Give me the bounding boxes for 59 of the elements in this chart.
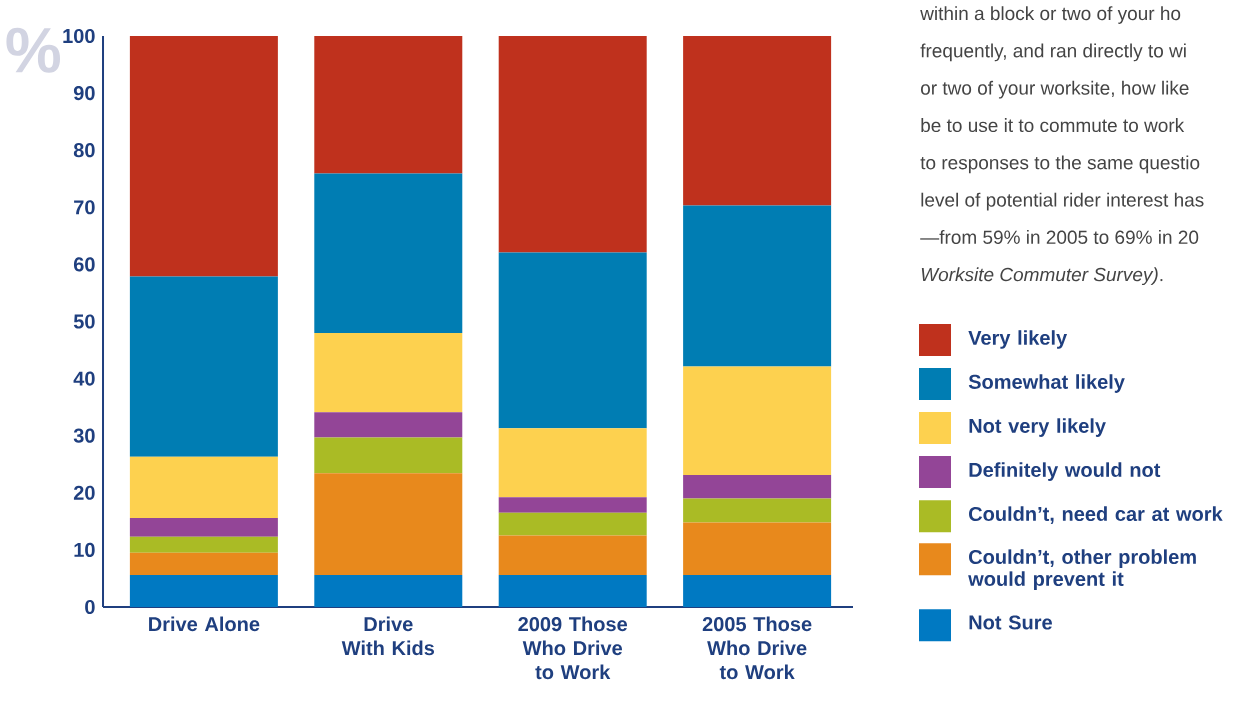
bar [683, 35, 832, 206]
bar [314, 473, 463, 576]
legend-label: Very likely [968, 330, 1068, 349]
text: or two of your worksite, how like [921, 80, 1189, 99]
text: level of potential rider interest has [921, 192, 1204, 211]
y-tick-label: 40 [73, 371, 95, 386]
legend-label: Couldn’t, other problem would prevent it [968, 549, 1196, 590]
y-tick-label: 70 [74, 200, 95, 215]
bar [129, 456, 278, 518]
bar [498, 497, 647, 513]
bar [683, 522, 832, 576]
y-tick-label: 80 [73, 143, 95, 158]
text: Worksite Commuter Survey). [921, 267, 1163, 286]
bar [314, 437, 463, 474]
y-tick-label: 10 [74, 542, 95, 557]
legend-label: Somewhat likely [968, 374, 1125, 393]
bar [683, 205, 832, 367]
legend-label: Definitely would not [969, 462, 1161, 481]
text: frequently, and ran directly to wi [920, 43, 1186, 62]
bar [314, 332, 463, 413]
text: to responses to the same questio [920, 155, 1200, 174]
bar [498, 575, 647, 607]
x-tick-label: 2005 Those Who Drive to Work [702, 616, 812, 680]
y-axis-title: % [6, 27, 61, 73]
text: —from 59% in 2005 to 69% in 20 [920, 230, 1199, 244]
y-tick-label: 30 [73, 428, 95, 443]
bar [129, 552, 278, 576]
legend-label: Not Sure [969, 615, 1052, 630]
y-tick-label: 0 [85, 599, 95, 615]
bar [683, 575, 832, 607]
bar [314, 412, 463, 438]
y-tick-label: 100 [63, 28, 95, 44]
bar [683, 475, 832, 499]
bar [683, 366, 832, 476]
x-tick-label: 2009 Those Who Drive to Work [518, 616, 628, 680]
bar [129, 276, 278, 457]
bar [129, 536, 278, 553]
y-tick-label: 20 [73, 485, 95, 500]
bar [129, 35, 278, 277]
legend-label: Couldn’t, need car at work [969, 506, 1223, 524]
bar [498, 428, 647, 498]
y-tick-label: 50 [73, 314, 95, 329]
bar [683, 498, 832, 523]
x-tick-label: Drive Alone [149, 616, 260, 632]
y-tick-label: 60 [73, 257, 95, 272]
bar [129, 517, 278, 537]
bar [498, 35, 647, 253]
bar [498, 535, 647, 576]
text: be to use it to commute to work [921, 118, 1185, 133]
y-tick-label: 90 [73, 86, 95, 101]
bar [314, 35, 463, 174]
bar [129, 575, 278, 607]
bar [314, 575, 463, 607]
bar [314, 173, 463, 333]
x-tick-label: Drive With Kids [341, 616, 435, 656]
legend-label: Not very likely [969, 418, 1106, 437]
text: within a block or two of your ho [920, 6, 1181, 24]
bar [498, 512, 647, 536]
bar [498, 252, 647, 429]
